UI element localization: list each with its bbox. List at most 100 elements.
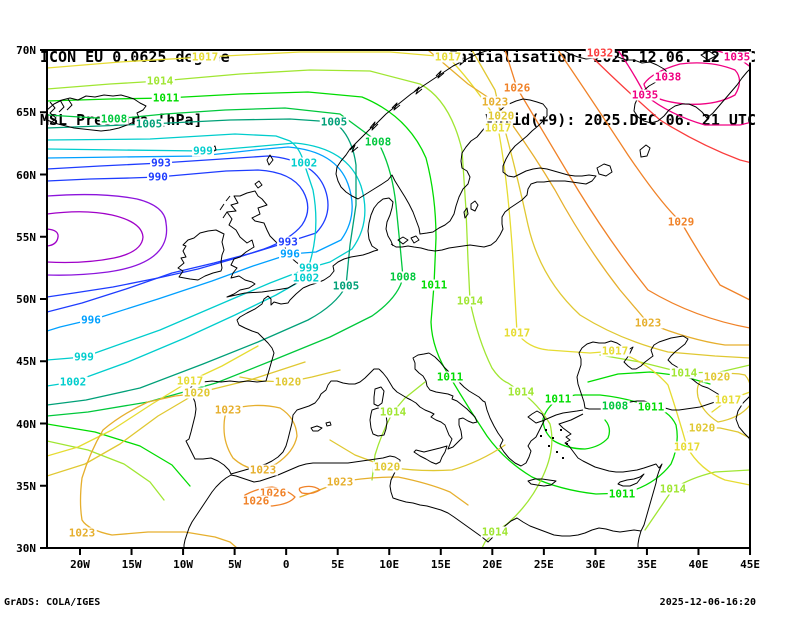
isobar-996 — [47, 146, 353, 332]
contour-label-993: 993 — [277, 235, 299, 249]
creation-timestamp: 2025-12-06-16:20 — [659, 597, 756, 608]
contour-label-1020: 1020 — [273, 375, 303, 389]
lon-label-30E: 30E — [585, 558, 606, 571]
contour-label-1020: 1020 — [372, 460, 402, 474]
coast-arctic-island — [700, 50, 717, 61]
lat-label-60N: 60N — [16, 168, 36, 182]
coast-norway — [335, 50, 490, 200]
lat-label-55N: 55N — [16, 230, 36, 244]
isobar-contours — [47, 50, 750, 548]
coast-orkney — [210, 145, 274, 189]
contour-label-1014: 1014 — [669, 366, 699, 380]
longitude-ticks — [79, 548, 752, 555]
coast-sicily — [413, 445, 448, 465]
isobar-1020-iberia — [47, 361, 306, 477]
contour-label-1026: 1026 — [241, 494, 271, 508]
isobar-1002 — [47, 133, 317, 387]
isobar-1029 — [557, 50, 750, 301]
lon-label-25E: 25E — [533, 558, 554, 571]
lat-label-65N: 65N — [16, 106, 36, 120]
isobar-1011-sw — [47, 423, 191, 487]
isobar-1023-ne — [427, 50, 750, 346]
lon-label-20E: 20E — [482, 558, 503, 571]
lon-label-15W: 15W — [121, 558, 142, 571]
contour-label-1014: 1014 — [455, 294, 485, 308]
contour-label-1020: 1020 — [702, 370, 732, 384]
lon-label-45E: 45E — [740, 558, 760, 571]
contour-label-1017: 1017 — [672, 440, 702, 454]
contour-label-1002: 1002 — [291, 271, 321, 285]
isobar-1032 — [584, 50, 750, 164]
lat-label-50N: 50N — [16, 293, 36, 306]
coast-danish-isles — [397, 235, 420, 245]
isobar-1014-emed — [644, 469, 750, 531]
lon-label-5W: 5W — [227, 558, 242, 571]
lon-label-10W: 10W — [173, 558, 194, 571]
coast-ladoga-onega — [596, 144, 651, 177]
contour-label-1038: 1038 — [653, 70, 683, 84]
isobar-981 — [47, 228, 59, 247]
contour-label-1017: 1017 — [600, 344, 630, 358]
lat-label-45N: 45N — [16, 355, 36, 369]
lat-label-70N: 70N — [16, 44, 36, 57]
lon-label-15E: 15E — [430, 558, 451, 571]
contour-label-1014: 1014 — [145, 74, 175, 88]
contour-label-1017: 1017 — [483, 121, 513, 135]
contour-label-1017: 1017 — [713, 393, 743, 407]
contour-label-1005: 1005 — [134, 117, 164, 131]
coast-turkey-levant — [558, 413, 663, 548]
lon-label-35E: 35E — [637, 558, 657, 571]
contour-label-1011: 1011 — [419, 278, 449, 292]
isobar-1026-morocco2 — [298, 485, 321, 495]
coast-gotland — [463, 200, 479, 219]
coast-adriatic-greece — [428, 352, 584, 467]
contour-label-993: 993 — [150, 156, 172, 170]
contour-label-1023: 1023 — [480, 95, 510, 109]
contour-label-1008: 1008 — [99, 112, 129, 126]
contour-label-1023: 1023 — [67, 526, 97, 540]
contour-label-1017: 1017 — [433, 50, 463, 64]
lon-label-10E: 10E — [379, 558, 400, 571]
isobar-999 — [47, 142, 366, 361]
contour-label-1002: 1002 — [289, 156, 319, 170]
lon-label-5E: 5E — [331, 558, 345, 571]
lon-label-40E: 40E — [688, 558, 709, 571]
contour-label-1011: 1011 — [607, 487, 637, 501]
coast-iceland-fjords — [49, 98, 73, 124]
isobar-1020-ne — [471, 50, 750, 359]
contour-label-1026: 1026 — [258, 486, 288, 500]
contour-label-1014: 1014 — [480, 525, 510, 539]
isobar-987 — [47, 193, 168, 276]
grads-credit: GrADS: COLA/IGES — [4, 597, 101, 608]
contour-label-1005: 1005 — [319, 115, 349, 129]
contour-label-1020: 1020 — [687, 421, 717, 435]
contour-label-999: 999 — [73, 350, 95, 364]
lat-label-35N: 35N — [16, 479, 36, 493]
coast-balearics — [310, 421, 332, 432]
contour-label-1014: 1014 — [378, 405, 408, 419]
contour-label-1014: 1014 — [658, 482, 688, 496]
contour-label-1035: 1035 — [722, 50, 752, 64]
isobar-1020-wmed — [329, 439, 506, 472]
contour-label-996: 996 — [80, 313, 102, 327]
contour-label-1017: 1017 — [190, 50, 220, 64]
isobar-1014-sw — [47, 440, 165, 501]
contour-label-990: 990 — [147, 170, 169, 184]
coast-crete-cyprus — [527, 473, 645, 487]
isobar-1023-morocco — [79, 391, 238, 548]
isobar-1011-main — [47, 91, 678, 495]
contour-label-996: 996 — [279, 247, 301, 261]
contour-label-1029: 1029 — [666, 215, 696, 229]
lon-label-0: 0 — [282, 558, 290, 571]
coast-aegean-islands — [540, 429, 568, 459]
contour-label-1035: 1035 — [630, 88, 660, 102]
isobar-984 — [47, 211, 144, 264]
contour-label-1011: 1011 — [151, 91, 181, 105]
contour-label-1011: 1011 — [543, 392, 573, 406]
contour-label-1002: 1002 — [58, 375, 88, 389]
isobar-1017-iberia — [47, 345, 259, 457]
contour-label-1023: 1023 — [213, 403, 243, 417]
